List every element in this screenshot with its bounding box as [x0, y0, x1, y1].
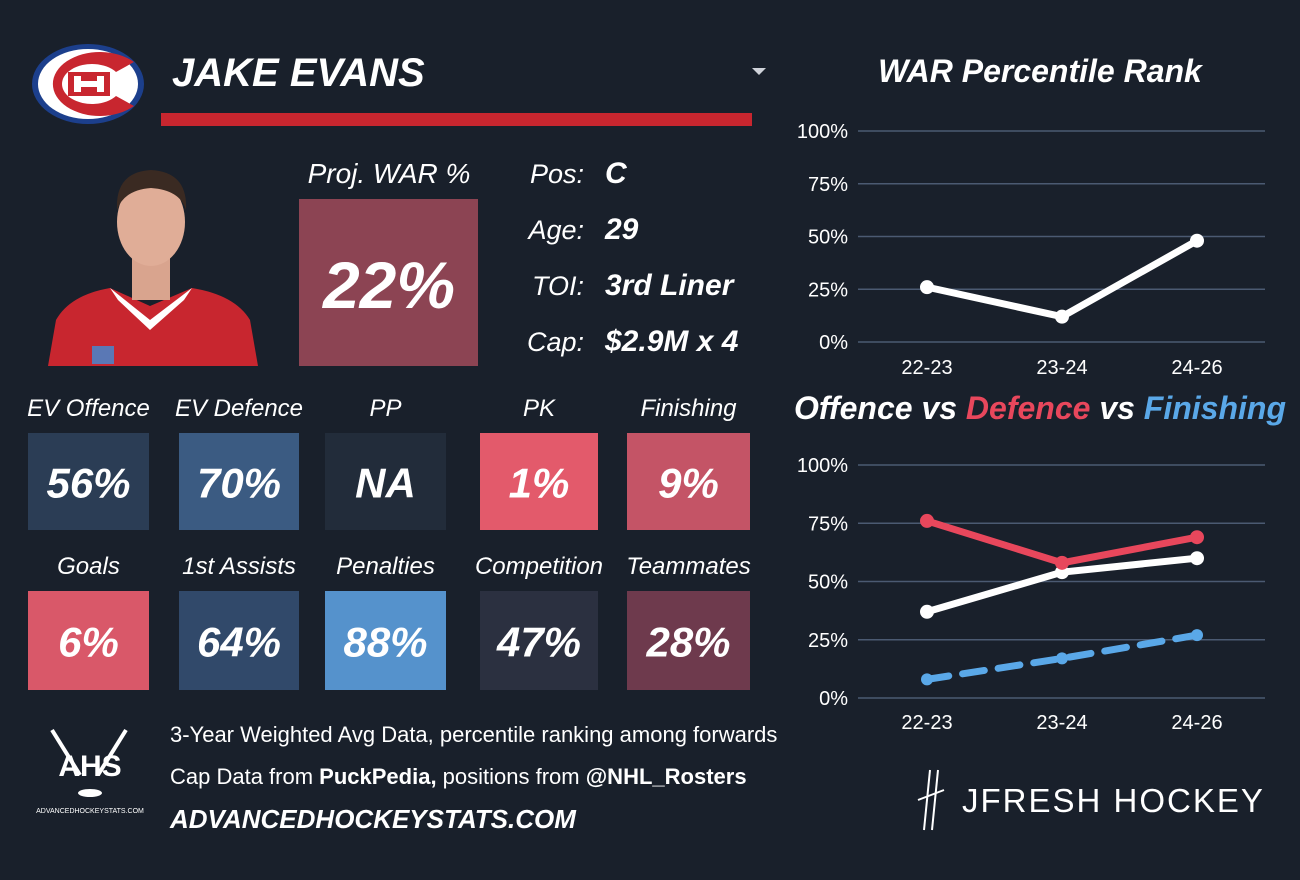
info-value: $2.9M x 4: [604, 325, 739, 358]
tile: [179, 591, 299, 690]
tile: [480, 591, 598, 690]
y-tick-label: 0%: [819, 332, 848, 354]
tile-value: 47%: [496, 619, 581, 666]
tile: [28, 433, 149, 530]
header-rule: [161, 113, 752, 126]
y-tick-label: 50%: [808, 227, 848, 249]
tile-label: Penalties: [336, 553, 435, 580]
y-tick-label: 75%: [808, 174, 848, 196]
title-joiner: vs: [913, 390, 966, 426]
info-value: 29: [604, 213, 639, 246]
tile-label: Goals: [57, 553, 120, 580]
tile-label: PK: [523, 395, 556, 422]
tile-value: 9%: [658, 460, 719, 507]
x-tick-label: 23-24: [1036, 357, 1087, 379]
tile-label: EV Offence: [27, 395, 150, 422]
tile-value: NA: [355, 460, 416, 507]
chart-title: WAR Percentile Rank: [878, 53, 1204, 89]
data-point: [921, 673, 933, 686]
ahs-logo: AHS ADVANCEDHOCKEYSTATS.COM: [36, 728, 144, 815]
series-line: [923, 631, 1201, 683]
x-tick-label: 22-23: [901, 357, 952, 379]
tile: [325, 591, 446, 690]
data-point: [1056, 652, 1068, 665]
tile-label: Teammates: [626, 553, 751, 580]
data-point: [1190, 530, 1204, 545]
data-point: [920, 513, 934, 528]
data-point: [920, 280, 934, 295]
info-value: C: [605, 157, 628, 190]
footer-source[interactable]: PuckPedia,: [319, 764, 436, 789]
tile-value: 88%: [343, 619, 427, 666]
dropdown-toggle[interactable]: [752, 68, 766, 75]
tile: [28, 591, 149, 690]
tile-value: 6%: [58, 619, 119, 666]
projection-box: [299, 199, 478, 366]
tile-label: EV Defence: [175, 395, 303, 422]
tile-value: 28%: [645, 619, 730, 666]
tile: [480, 433, 598, 530]
tile-value: 1%: [509, 460, 570, 507]
tile: [179, 433, 299, 530]
tile-label: PP: [369, 395, 401, 422]
footer-text: positions from: [437, 764, 586, 789]
footer-site[interactable]: ADVANCEDHOCKEYSTATS.COM: [169, 804, 577, 834]
chart-title: Offence vs Defence vs Finishing: [794, 390, 1286, 426]
footer-line2: Cap Data from PuckPedia, positions from …: [170, 764, 747, 789]
stat-tiles: EV Offence 56% EV Defence 70% PP NA PK 1% Finish…: [27, 395, 751, 690]
data-point: [920, 604, 934, 619]
player-photo: [48, 170, 258, 366]
tile-value: 64%: [197, 619, 281, 666]
title-joiner: vs: [1090, 390, 1143, 426]
tile-label: Competition: [475, 553, 603, 580]
brand-logo: [917, 769, 945, 831]
footer-source[interactable]: @NHL_Rosters: [586, 764, 747, 789]
tile-label: Finishing: [640, 395, 737, 422]
brand-name: JFRESH HOCKEY: [962, 782, 1265, 819]
x-tick-label: 24-26: [1171, 357, 1222, 379]
ahs-logo-caption: ADVANCEDHOCKEYSTATS.COM: [36, 808, 144, 815]
y-tick-label: 50%: [808, 572, 848, 594]
projection-label: Proj. WAR %: [308, 158, 471, 189]
tile-value: 56%: [46, 460, 130, 507]
projection-value: 22%: [321, 248, 455, 322]
info-label: TOI:: [532, 271, 584, 301]
ahs-logo-text: AHS: [58, 750, 121, 783]
info-label: Pos:: [530, 159, 584, 189]
x-tick-label: 24-26: [1171, 712, 1222, 734]
y-tick-label: 100%: [797, 455, 848, 477]
footer-line1: 3-Year Weighted Avg Data, percentile ran…: [170, 722, 777, 747]
legend-entry: Finishing: [1144, 390, 1286, 426]
tile-value: 70%: [197, 460, 281, 507]
data-point: [1191, 629, 1203, 642]
data-point: [1055, 309, 1069, 324]
data-point: [1055, 555, 1069, 570]
info-label: Cap:: [527, 327, 584, 357]
y-tick-label: 25%: [808, 630, 848, 652]
x-tick-label: 22-23: [901, 712, 952, 734]
y-tick-label: 100%: [797, 121, 848, 143]
legend-entry: Defence: [966, 390, 1091, 426]
info-label: Age:: [526, 215, 584, 245]
tile: [325, 433, 446, 530]
tile-label: 1st Assists: [182, 553, 296, 580]
data-point: [1190, 551, 1204, 566]
charts: WAR Percentile Rank 0% 25% 50% 75% 100% 22-23 2…: [794, 53, 1286, 734]
footer-text: Cap Data from: [170, 764, 319, 789]
tile: [627, 591, 750, 690]
y-tick-label: 0%: [819, 688, 848, 710]
x-tick-label: 23-24: [1036, 712, 1087, 734]
legend-entry: Offence: [794, 390, 913, 426]
tile: [627, 433, 750, 530]
info-value: 3rd Liner: [605, 269, 736, 302]
data-point: [1190, 233, 1204, 248]
y-tick-label: 75%: [808, 513, 848, 535]
y-tick-label: 25%: [808, 279, 848, 301]
info-list: Pos: C Age: 29 TOI: 3rd Liner Cap: $2.9M x 4: [526, 157, 738, 358]
player-name: JAKE EVANS: [172, 51, 425, 95]
team-logo: [32, 44, 144, 124]
